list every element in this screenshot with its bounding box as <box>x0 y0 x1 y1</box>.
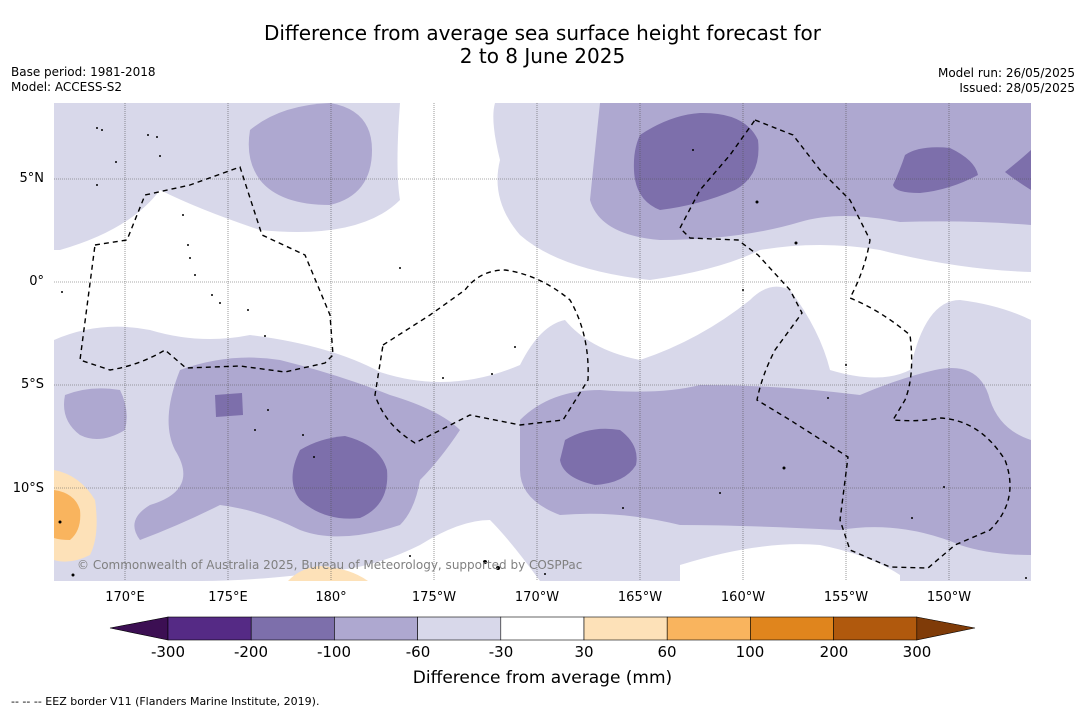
colorbar-tick-9: 200 <box>819 643 849 661</box>
chart-title: Difference from average sea surface heig… <box>0 22 1085 68</box>
issued-text: Issued: 28/05/2025 <box>959 81 1075 95</box>
map-plot-area <box>54 103 1031 581</box>
eez-border-phoenix <box>374 269 589 444</box>
lon-label-180: 180° <box>315 590 347 605</box>
colorbar-tick-5: -30 <box>488 643 514 661</box>
colorbar-tick-8: 100 <box>735 643 765 661</box>
base-period-text: Base period: 1981-2018 <box>11 65 156 79</box>
lon-label-165w: 165°W <box>617 590 663 605</box>
lon-label-170e: 170°E <box>105 590 145 605</box>
title-line-1: Difference from average sea surface heig… <box>263 21 822 45</box>
shade-dark-small-square <box>215 393 243 417</box>
shade-dark-south-1 <box>292 436 388 519</box>
copyright-text: © Commonwealth of Australia 2025, Bureau… <box>77 558 583 572</box>
colorbar-tick-3: -100 <box>316 643 352 661</box>
colorbar-segment-8 <box>750 616 834 641</box>
colorbar-tick-10: 300 <box>902 643 932 661</box>
colorbar-segment-6 <box>583 616 668 641</box>
eez-border-kiribati-gilbert <box>79 166 334 373</box>
eez-borders <box>79 119 1011 569</box>
colorbar-segment-3 <box>334 616 418 641</box>
colorbar-extend-low <box>109 616 169 641</box>
shade-dark-north-3 <box>1005 150 1031 190</box>
lon-label-155w: 155°W <box>823 590 869 605</box>
colorbar-segment-9 <box>833 616 918 641</box>
lon-label-160w: 160°W <box>720 590 766 605</box>
shade-dark-south-2 <box>560 428 637 485</box>
eez-footnote: -- -- -- EEZ border V11 (Flanders Marine… <box>11 695 320 708</box>
eez-border-line-islands <box>679 119 1011 569</box>
shade-mid-west-blob <box>64 388 127 439</box>
colorbar-tick-7: 60 <box>657 643 677 661</box>
shade-dark-north-1 <box>633 112 759 210</box>
lat-label-0: 0° <box>29 274 44 289</box>
lat-label-5s: 5°S <box>20 377 44 392</box>
colorbar-tick-4: -60 <box>405 643 431 661</box>
shade-orange-mid-west <box>54 490 81 540</box>
meta-left: Base period: 1981-2018 Model: ACCESS-S2 <box>11 65 156 95</box>
colorbar-label: Difference from average (mm) <box>412 668 673 688</box>
colorbar-segment-4 <box>417 616 502 641</box>
meta-right: Model run: 26/05/2025 Issued: 28/05/2025 <box>938 66 1075 96</box>
shade-white-hole-south <box>680 544 900 581</box>
colorbar-extend-high <box>916 616 976 641</box>
colorbar <box>109 616 976 641</box>
lon-label-170w: 170°W <box>514 590 560 605</box>
lon-label-175w: 175°W <box>411 590 457 605</box>
model-run-text: Model run: 26/05/2025 <box>937 66 1075 80</box>
shade-mid-north-west <box>248 103 372 205</box>
gridlines <box>54 103 1031 581</box>
colorbar-segment-2 <box>250 616 335 641</box>
colorbar-tick-1: -300 <box>150 643 186 661</box>
colorbar-tick-6: 30 <box>574 643 594 661</box>
shade-orange-light-south <box>288 566 368 581</box>
lon-label-175e: 175°E <box>208 590 248 605</box>
lat-label-5n: 5°N <box>19 171 45 186</box>
colorbar-segment-7 <box>666 616 751 641</box>
islands <box>58 127 1027 579</box>
model-text: Model: ACCESS-S2 <box>11 80 123 94</box>
lon-label-150w: 150°W <box>926 590 972 605</box>
shade-mid-south-east <box>520 368 1031 555</box>
lat-label-10s: 10°S <box>12 481 44 496</box>
title-line-2: 2 to 8 June 2025 <box>459 44 626 68</box>
colorbar-segment-1 <box>167 616 252 641</box>
shade-dark-north-2 <box>893 147 978 193</box>
colorbar-tick-2: -200 <box>233 643 269 661</box>
colorbar-segment-5 <box>500 616 585 641</box>
